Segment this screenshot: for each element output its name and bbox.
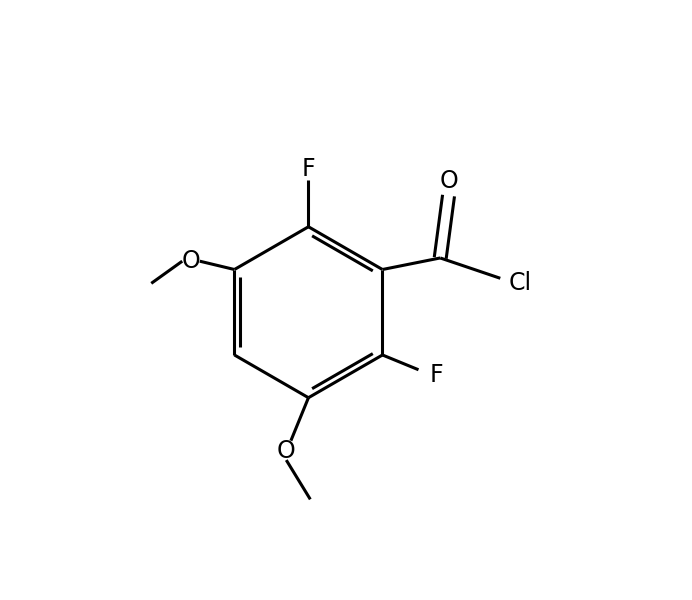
Text: O: O: [439, 169, 458, 193]
Text: O: O: [181, 249, 200, 273]
Text: O: O: [277, 439, 295, 463]
Text: F: F: [302, 157, 316, 181]
Text: F: F: [430, 364, 443, 388]
Text: Cl: Cl: [508, 271, 531, 295]
